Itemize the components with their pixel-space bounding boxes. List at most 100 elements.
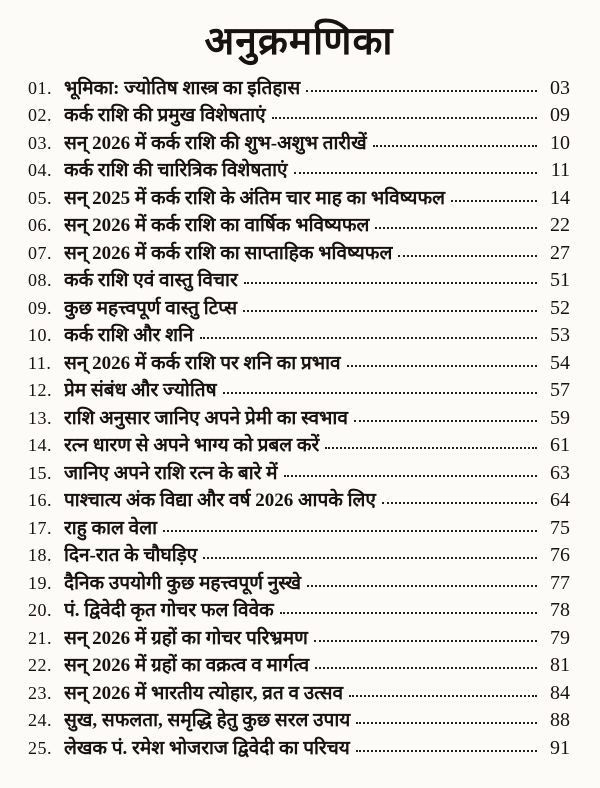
toc-entry-title: कुछ महत्त्वपूर्ण वास्तु टिप्स — [64, 297, 238, 319]
toc-entry: 10. कर्क राशि और शनि 53 — [28, 322, 570, 350]
toc-entry-number: 23. — [28, 682, 52, 703]
toc-entry-page: 78 — [550, 599, 570, 622]
page-title: अनुक्रमणिका — [204, 20, 394, 63]
toc-entry-title: प्रेम संबंध और ज्योतिष — [64, 380, 217, 402]
toc-entry: 20. पं. द्विवेदी कृत गोचर फल विवेक 78 — [28, 597, 570, 625]
toc-entry-number: 12. — [28, 380, 52, 401]
toc-entry-page: 52 — [550, 296, 570, 319]
dot-leader — [243, 309, 537, 312]
toc-entry-number: 14. — [28, 435, 52, 456]
toc-entry-title: पं. द्विवेदी कृत गोचर फल विवेक — [64, 600, 274, 622]
toc-entry-page: 81 — [550, 654, 570, 677]
toc-entry: 01. भूमिका: ज्योतिष शास्त्र का इतिहास 03 — [28, 75, 570, 103]
toc-entry: 08. कर्क राशि एवं वास्तु विचार 51 — [28, 267, 570, 295]
toc-entry-title: कर्क राशि एवं वास्तु विचार — [64, 270, 238, 292]
toc-entry-title: सन् 2026 में कर्क राशि की शुभ-अशुभ तारीख… — [64, 132, 367, 154]
toc-entry-page: 03 — [550, 76, 570, 99]
toc-entry-title: सन् 2025 में कर्क राशि के अंतिम चार माह … — [64, 187, 445, 209]
dot-leader — [293, 172, 537, 175]
dot-leader — [199, 337, 537, 340]
toc-entry: 06. सन् 2026 में कर्क राशि का वार्षिक भव… — [28, 212, 570, 240]
dot-leader — [325, 447, 537, 450]
toc-entry: 13. राशि अनुसार जानिए अपने प्रेमी का स्व… — [28, 405, 570, 433]
toc-entry: 19. दैनिक उपयोगी कुछ महत्त्वपूर्ण नुस्खे… — [28, 570, 570, 598]
dot-leader — [375, 227, 537, 230]
toc-entry-number: 17. — [28, 517, 52, 538]
toc-list: 01. भूमिका: ज्योतिष शास्त्र का इतिहास 03… — [28, 75, 570, 763]
toc-entry-number: 02. — [28, 105, 52, 126]
toc-entry: 11. सन् 2026 में कर्क राशि पर शनि का प्र… — [28, 350, 570, 378]
toc-entry-title: सन् 2026 में ग्रहों का वक्रत्व व मार्गत्… — [64, 655, 310, 677]
toc-entry: 18. दिन-रात के चौघड़िए 76 — [28, 542, 570, 570]
toc-entry-title: भूमिका: ज्योतिष शास्त्र का इतिहास — [64, 77, 301, 99]
toc-entry-page: 61 — [550, 434, 570, 457]
toc-entry: 05. सन् 2025 में कर्क राशि के अंतिम चार … — [28, 185, 570, 213]
toc-entry-number: 04. — [28, 160, 52, 181]
dot-leader — [271, 117, 537, 120]
toc-entry-number: 19. — [28, 572, 52, 593]
toc-entry-number: 24. — [28, 710, 52, 731]
dot-leader — [313, 639, 537, 642]
toc-entry-title: दैनिक उपयोगी कुछ महत्त्वपूर्ण नुस्खे — [64, 572, 301, 594]
dot-leader — [381, 502, 537, 505]
toc-entry-page: 75 — [550, 516, 570, 539]
toc-entry-title: कर्क राशि की प्रमुख विशेषताएं — [64, 105, 266, 127]
toc-entry-number: 07. — [28, 242, 52, 263]
dot-leader — [398, 254, 537, 257]
toc-entry-title: सन् 2026 में ग्रहों का गोचर परिभ्रमण — [64, 627, 308, 649]
toc-entry-number: 15. — [28, 462, 52, 483]
toc-entry: 12. प्रेम संबंध और ज्योतिष 57 — [28, 377, 570, 405]
dot-leader — [372, 144, 537, 147]
toc-entry-page: 54 — [550, 351, 570, 374]
toc-entry: 25. लेखक पं. रमेश भोजराज द्विवेदी का परि… — [28, 735, 570, 763]
toc-entry-number: 06. — [28, 215, 52, 236]
dot-leader — [355, 749, 537, 752]
toc-entry-title: सन् 2026 में कर्क राशि पर शनि का प्रभाव — [64, 352, 341, 374]
toc-entry-title: राहु काल वेला — [64, 517, 158, 539]
toc-entry-page: 88 — [550, 709, 570, 732]
toc-entry-number: 01. — [28, 77, 52, 98]
toc-entry-title: पाश्चात्य अंक विद्या और वर्ष 2026 आपके ल… — [64, 490, 376, 512]
dot-leader — [279, 612, 537, 615]
toc-entry-number: 09. — [28, 297, 52, 318]
toc-entry-number: 22. — [28, 655, 52, 676]
toc-entry-page: 22 — [550, 214, 570, 237]
dot-leader — [346, 364, 537, 367]
dot-leader — [353, 419, 537, 422]
toc-entry-page: 57 — [550, 379, 570, 402]
dot-leader — [356, 722, 537, 725]
toc-entry-number: 16. — [28, 490, 52, 511]
toc-entry-page: 09 — [550, 104, 570, 127]
dot-leader — [306, 89, 537, 92]
toc-entry-page: 91 — [550, 736, 570, 759]
toc-entry-number: 20. — [28, 600, 52, 621]
toc-entry-title: कर्क राशि और शनि — [64, 325, 194, 347]
dot-leader — [283, 474, 537, 477]
toc-entry: 24. सुख, सफलता, समृद्धि हेतु कुछ सरल उपा… — [28, 707, 570, 735]
toc-entry-page: 59 — [550, 406, 570, 429]
toc-entry-title: लेखक पं. रमेश भोजराज द्विवेदी का परिचय — [64, 737, 350, 759]
toc-entry: 16. पाश्चात्य अंक विद्या और वर्ष 2026 आप… — [28, 487, 570, 515]
toc-entry-number: 18. — [28, 545, 52, 566]
toc-entry-number: 05. — [28, 187, 52, 208]
toc-entry-title: राशि अनुसार जानिए अपने प्रेमी का स्वभाव — [64, 407, 348, 429]
toc-entry-page: 53 — [550, 324, 570, 347]
toc-entry-page: 10 — [550, 131, 570, 154]
toc-entry: 15. जानिए अपने राशि रत्न के बारे में 63 — [28, 460, 570, 488]
toc-entry-page: 77 — [550, 571, 570, 594]
toc-entry-title: जानिए अपने राशि रत्न के बारे में — [64, 462, 278, 484]
toc-entry-number: 10. — [28, 325, 52, 346]
toc-entry: 09. कुछ महत्त्वपूर्ण वास्तु टिप्स 52 — [28, 295, 570, 323]
dot-leader — [243, 282, 537, 285]
toc-entry-page: 27 — [550, 241, 570, 264]
dot-leader — [163, 529, 537, 532]
toc-entry: 21. सन् 2026 में ग्रहों का गोचर परिभ्रमण… — [28, 625, 570, 653]
toc-entry-page: 51 — [550, 269, 570, 292]
toc-entry: 14. रत्न धारण से अपने भाग्य को प्रबल करे… — [28, 432, 570, 460]
toc-entry-page: 11 — [550, 159, 570, 182]
toc-entry: 07. सन् 2026 में कर्क राशि का साप्ताहिक … — [28, 240, 570, 268]
toc-entry-number: 25. — [28, 737, 52, 758]
toc-entry-number: 08. — [28, 270, 52, 291]
toc-entry-number: 03. — [28, 132, 52, 153]
